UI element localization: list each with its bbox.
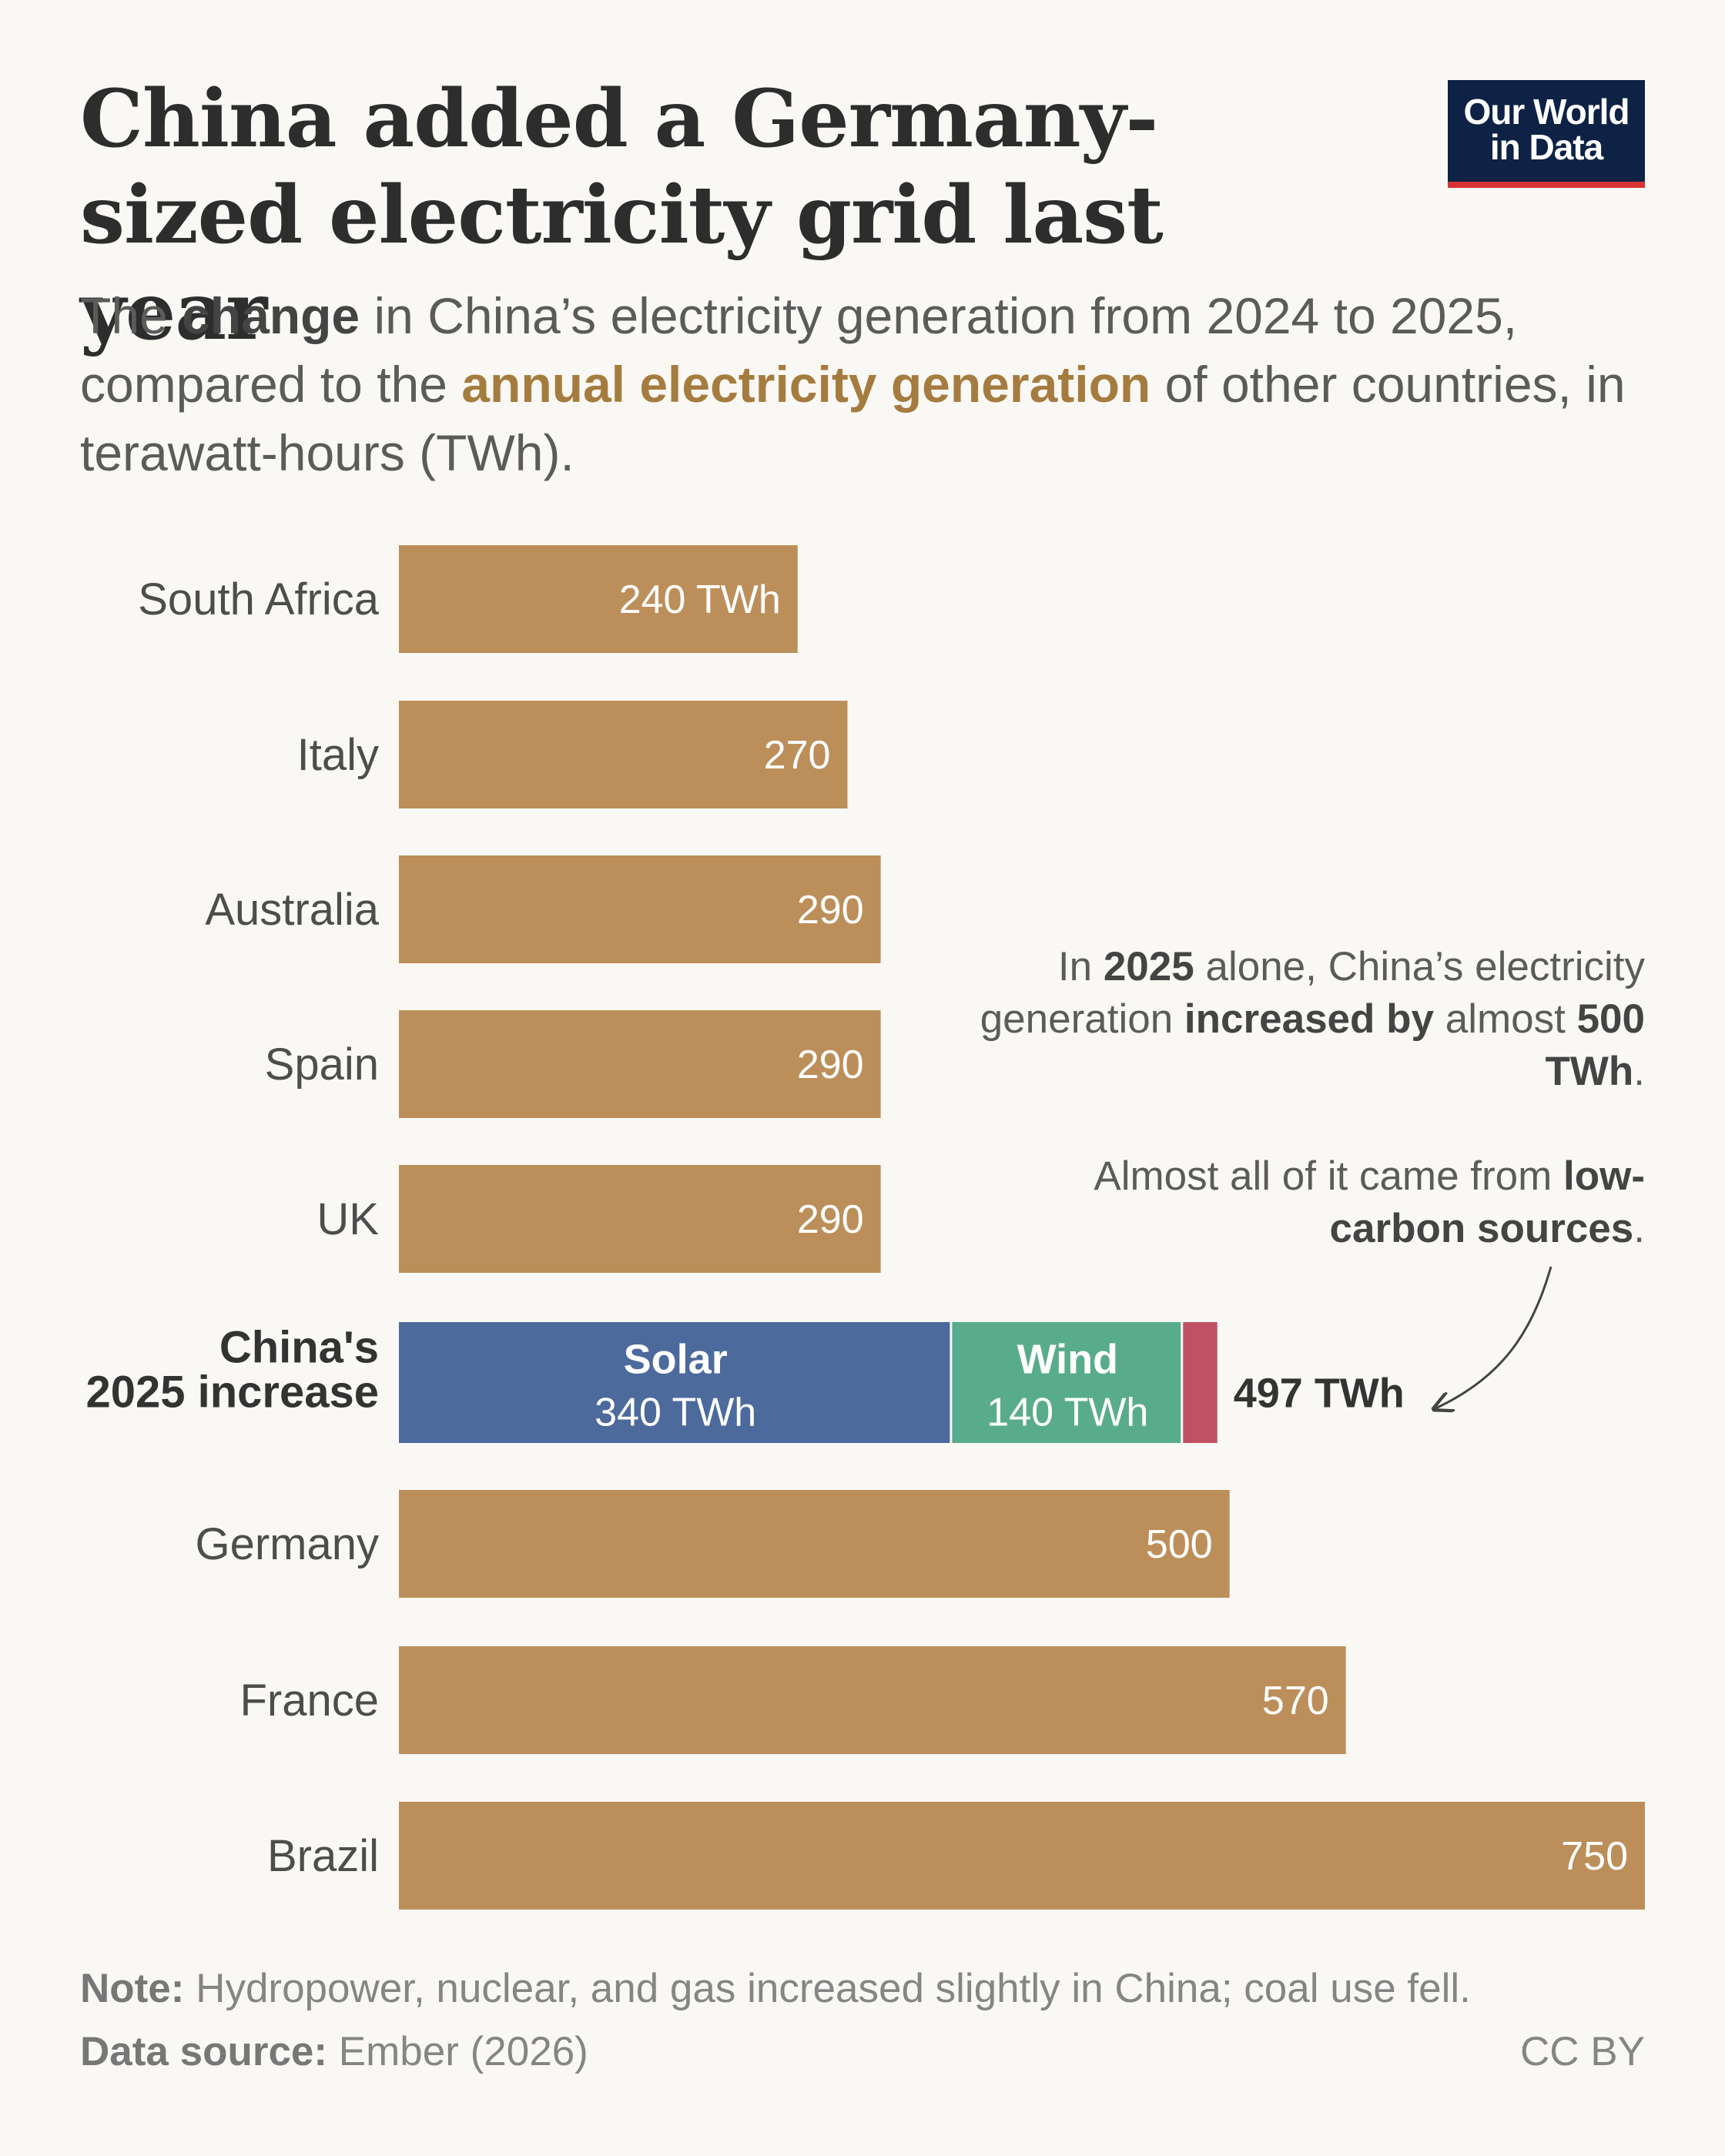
annot-p1-d: . bbox=[1633, 1049, 1645, 1094]
subtitle-pre: The bbox=[80, 287, 168, 344]
bar-value-label-brazil: 750 bbox=[1561, 1834, 1628, 1879]
category-label-uk: UK bbox=[317, 1194, 379, 1244]
bar-brazil bbox=[399, 1802, 1645, 1910]
segment-value-wind: 140 TWh bbox=[986, 1391, 1148, 1435]
bar-spain bbox=[399, 1010, 881, 1118]
bar-value-label-italy: 270 bbox=[764, 733, 831, 778]
bar-value-label-uk: 290 bbox=[797, 1197, 864, 1242]
annot-p2-a: Almost all of it came from bbox=[1094, 1153, 1552, 1199]
annotation-arrow bbox=[1434, 1266, 1552, 1409]
bar-australia bbox=[399, 855, 881, 963]
license-link[interactable]: CC BY bbox=[1520, 2029, 1645, 2074]
annot-p2-sources: low-carbon sources bbox=[1329, 1153, 1645, 1251]
chart-title: China added a Germany-sized electricity … bbox=[80, 72, 1164, 358]
source-label: Data source: bbox=[80, 2029, 328, 2074]
annot-p1-year: 2025 bbox=[1103, 944, 1194, 989]
annotation-increase: In 2025 alone, China’s electricity gener… bbox=[967, 941, 1645, 1098]
category-label-china-line-2: 2025 increase bbox=[85, 1368, 379, 1418]
subtitle-annual: annual electricity generation bbox=[461, 356, 1151, 413]
annot-p1-c: almost bbox=[1445, 996, 1566, 1042]
chart-subtitle: The change in China’s electricity genera… bbox=[80, 282, 1666, 487]
subtitle-change: change bbox=[182, 287, 360, 344]
footer-source: Data source: Ember (2026) bbox=[80, 2028, 588, 2075]
segment-name-wind: Wind bbox=[1017, 1337, 1118, 1383]
bar-south-africa bbox=[399, 545, 798, 653]
bar-italy bbox=[399, 701, 848, 808]
category-label-france: France bbox=[239, 1676, 379, 1726]
category-label-italy: Italy bbox=[297, 730, 379, 780]
bar-value-label-australia: 290 bbox=[797, 888, 864, 932]
annotation-low-carbon: Almost all of it came from low-carbon so… bbox=[1060, 1150, 1645, 1255]
note-text: Hydropower, nuclear, and gas increased s… bbox=[196, 1966, 1471, 2011]
bar-value-label-france: 570 bbox=[1262, 1679, 1329, 1723]
bars-layer: South Africa 240 TWh Italy 270 Australia 290 S… bbox=[85, 545, 1645, 1910]
owid-logo[interactable]: Our World in Data bbox=[1448, 80, 1645, 188]
annot-p1-b: alone, China’s electricity generation bbox=[980, 944, 1645, 1042]
category-label-australia: Australia bbox=[205, 885, 379, 935]
stacked-segment-wind bbox=[952, 1322, 1181, 1443]
subtitle-mid: in China’s electricity generation from 2… bbox=[80, 287, 1518, 413]
category-label-brazil: Brazil bbox=[267, 1831, 379, 1881]
logo-line-1: Our World bbox=[1463, 92, 1630, 132]
annot-p1-increased: increased by bbox=[1184, 996, 1434, 1042]
bar-france bbox=[399, 1646, 1346, 1754]
note-label: Note: bbox=[80, 1966, 185, 2011]
annot-p1-a: In bbox=[1057, 944, 1093, 989]
bar-germany bbox=[399, 1490, 1230, 1598]
source-text: Ember (2026) bbox=[338, 2029, 588, 2074]
category-label-germany: Germany bbox=[195, 1519, 379, 1569]
bar-uk bbox=[399, 1165, 881, 1273]
subtitle-post: of other countries, in terawatt-hours (T… bbox=[80, 356, 1626, 481]
annot-p2-b: . bbox=[1633, 1206, 1645, 1251]
segment-name-solar: Solar bbox=[624, 1337, 728, 1383]
stacked-segment-solar bbox=[399, 1322, 950, 1443]
annot-p1-amount: 500 TWh bbox=[1545, 996, 1645, 1094]
category-label-china-line-1: China's bbox=[219, 1323, 379, 1373]
bar-value-label-south-africa: 240 TWh bbox=[619, 578, 781, 622]
bar-value-label-spain: 290 bbox=[797, 1043, 864, 1087]
stacked-total-label: 497 TWh bbox=[1234, 1371, 1405, 1417]
logo-line-2: in Data bbox=[1489, 127, 1603, 167]
category-label-south-africa: South Africa bbox=[138, 574, 379, 624]
footer-note: Note: Hydropower, nuclear, and gas incre… bbox=[80, 1965, 1471, 2012]
stacked-segment-other bbox=[1183, 1322, 1218, 1443]
category-label-spain: Spain bbox=[265, 1040, 379, 1090]
bar-value-label-germany: 500 bbox=[1146, 1522, 1213, 1567]
segment-value-solar: 340 TWh bbox=[595, 1391, 756, 1435]
